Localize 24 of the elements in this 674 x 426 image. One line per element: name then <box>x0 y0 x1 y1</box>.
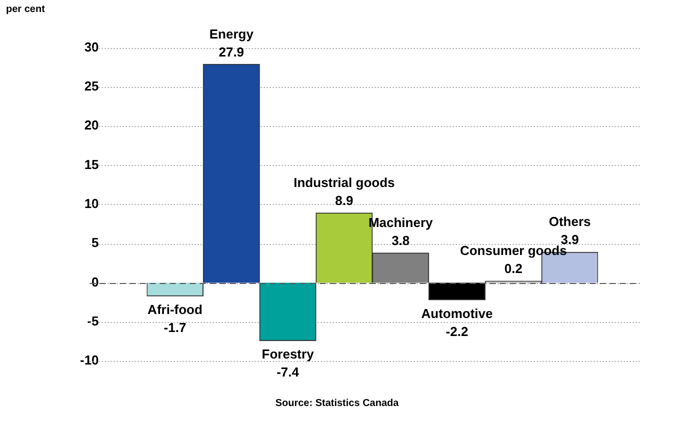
y-tick-label: 5 <box>92 235 99 250</box>
y-axis-title: per cent <box>6 4 45 15</box>
y-tick-label: 10 <box>84 196 99 211</box>
y-tick-label: 15 <box>84 156 99 172</box>
data-label: 27.9 <box>218 44 244 60</box>
x-tick-label: Automotive <box>421 306 493 322</box>
y-tick-label: 25 <box>84 78 99 94</box>
data-label: 8.9 <box>335 193 354 208</box>
x-tick-label: Others <box>548 214 591 230</box>
x-tick-label: Energy <box>209 26 254 42</box>
y-tick-label: 20 <box>84 118 99 133</box>
x-tick-label: Afri-food <box>148 302 202 318</box>
data-label: 3.9 <box>560 232 579 248</box>
data-label: -1.7 <box>164 320 186 336</box>
data-label: -7.4 <box>276 364 300 380</box>
data-label: -2.2 <box>446 324 468 340</box>
data-label: 0.2 <box>504 261 522 276</box>
y-tick-label: 30 <box>84 39 99 54</box>
data-label: 3.8 <box>392 233 410 248</box>
x-tick-label: Industrial goods <box>294 175 395 190</box>
x-tick-label: Forestry <box>262 346 315 362</box>
y-tick-label: -5 <box>87 313 99 328</box>
y-tick-label: -10 <box>80 352 99 368</box>
source-note: Source: Statistics Canada <box>274 398 400 409</box>
